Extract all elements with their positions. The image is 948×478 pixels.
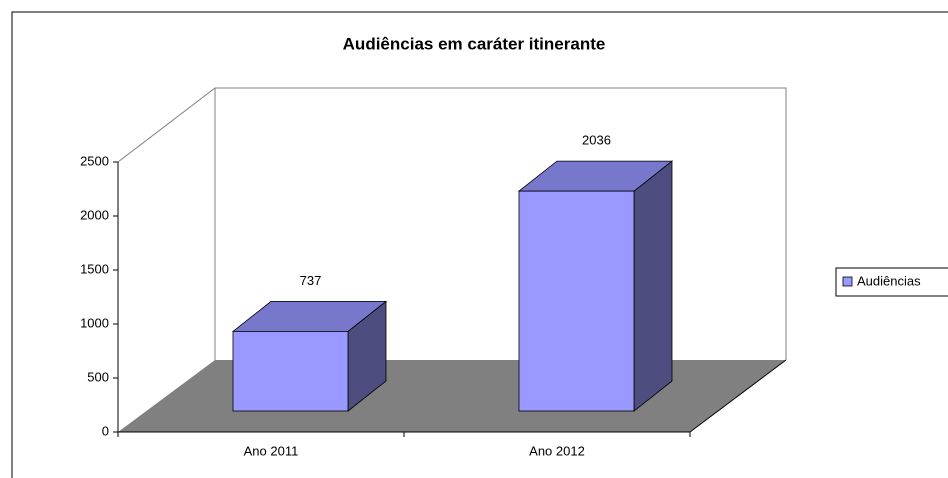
x-tick-label: Ano 2011	[244, 443, 299, 458]
data-label: 2036	[582, 133, 611, 148]
bar	[232, 331, 349, 412]
y-tick-label: 1000	[80, 315, 109, 330]
bar-side	[633, 160, 673, 412]
legend-label: Audiências	[857, 273, 921, 288]
y-tick-label: 500	[87, 369, 109, 384]
floor	[118, 360, 786, 432]
y-tick-label: 2000	[80, 207, 109, 222]
bar	[518, 190, 635, 412]
wall-edge	[117, 87, 787, 360]
y-tick-label: 0	[102, 423, 109, 438]
legend	[835, 267, 948, 297]
data-label: 737	[300, 273, 322, 288]
chart-title: Audiências em caráter itinerante	[343, 34, 606, 53]
legend-swatch	[842, 276, 853, 287]
y-tick-label: 2500	[80, 153, 109, 168]
walls	[117, 87, 787, 360]
floor-edge	[689, 359, 787, 433]
x-tick-label: Ano 2012	[529, 443, 585, 458]
y-tick-label: 1500	[80, 261, 109, 276]
